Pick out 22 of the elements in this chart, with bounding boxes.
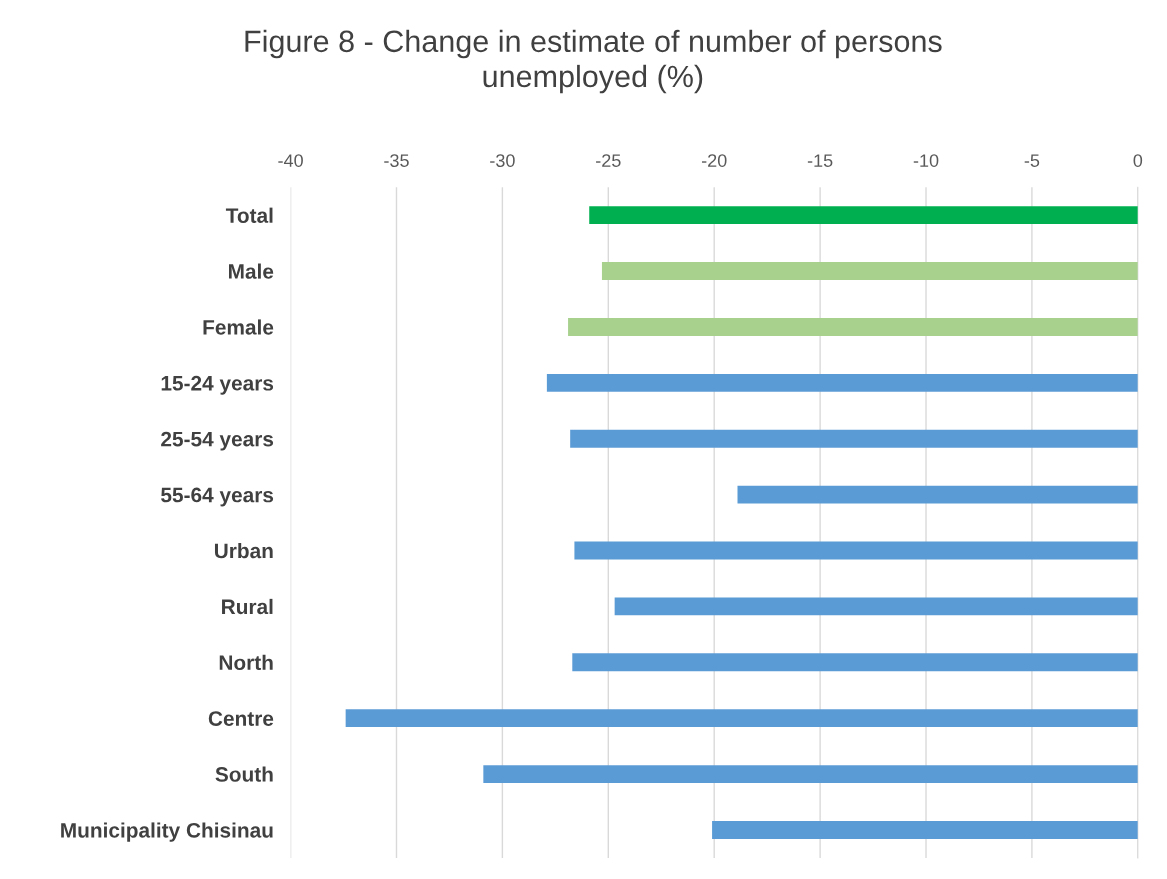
y-tick-label: 55-64 years: [161, 487, 274, 507]
x-tick-label: -5: [1024, 154, 1040, 167]
y-tick-label: Centre: [208, 711, 274, 726]
chart-title: Figure 8 - Change in estimate of number of persons unemployed (%): [245, 29, 942, 94]
y-tick-label: South: [215, 766, 273, 782]
y-tick-label: Male: [229, 263, 274, 279]
x-tick-label: -10: [913, 154, 939, 167]
y-tick-label: Female: [203, 319, 274, 335]
x-tick-label: -40: [278, 154, 303, 167]
x-tick-label: -35: [384, 154, 409, 167]
x-tick-label: -30: [490, 154, 515, 167]
x-tick-label: -15: [807, 154, 833, 167]
x-tick-label: -20: [701, 154, 727, 167]
y-tick-label: North: [219, 654, 273, 671]
x-tick-label: -25: [596, 154, 621, 167]
y-tick-label: Total: [225, 207, 273, 223]
y-tick-label: Municipality Chisinau: [61, 822, 273, 842]
y-tick-label: 15-24 years: [161, 375, 274, 395]
x-tick-label: 0: [1133, 154, 1143, 167]
y-tick-label: Rural: [222, 598, 273, 615]
y-tick-label: 25-54 years: [161, 431, 274, 451]
y-tick-label: Urban: [214, 542, 273, 559]
